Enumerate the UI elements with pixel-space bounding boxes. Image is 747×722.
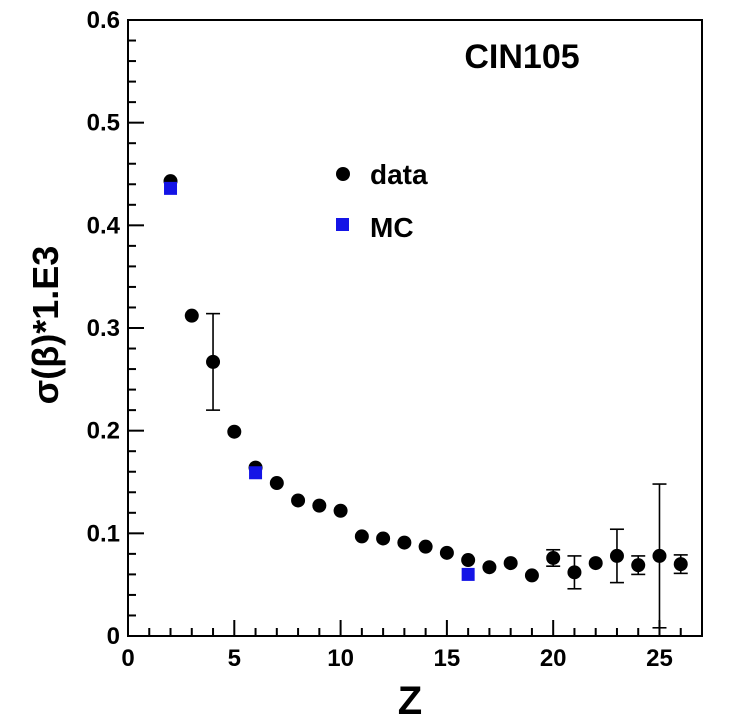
data-point [312,498,327,513]
y-tick-label: 0.5 [87,110,120,137]
data-point [631,558,646,573]
data-point [609,548,624,563]
data-point [354,529,369,544]
y-tick-label: 0.4 [87,212,121,239]
mc-point [249,466,263,480]
data-point [269,476,284,491]
x-tick-label: 20 [540,645,567,672]
axis-ticks: 0 5 10 15 20 25 0 0.1 0.2 0.3 0.4 0.5 0.6 [87,7,703,672]
legend-mc-marker [336,218,349,231]
data-point [588,556,603,571]
x-tick-label: 15 [434,645,461,672]
legend-data-marker [336,167,350,181]
data-point [227,424,242,439]
data-point [461,553,476,568]
plot-frame [127,19,703,637]
data-point [333,503,348,518]
data-point [439,545,454,560]
error-bars [206,312,688,629]
x-tick-label: 25 [646,645,673,672]
legend: data MC [336,159,428,243]
x-tick-label: 5 [228,645,241,672]
legend-data-label: data [370,159,428,190]
y-axis-title: σ(β)*1.E3 [25,246,66,405]
data-point [482,560,497,575]
data-point [652,548,667,563]
data-point [291,493,306,508]
mc-point [461,567,475,581]
mc-point [164,181,178,195]
data-point [206,354,221,369]
y-tick-label: 0 [107,623,120,650]
data-point [546,550,561,565]
data-point [418,539,433,554]
x-axis-title: Z [398,679,422,722]
data-point [376,531,391,546]
y-tick-label: 0.3 [87,315,120,342]
data-point [673,557,688,572]
y-tick-label: 0.6 [87,7,120,34]
data-point [567,565,582,580]
data-point [184,308,199,323]
y-tick-label: 0.2 [87,418,120,445]
data-point [397,535,412,550]
x-tick-label: 10 [327,645,354,672]
data-markers [163,174,688,583]
data-point [524,568,539,583]
x-tick-label: 0 [121,645,134,672]
chart-title: CIN105 [464,38,579,76]
data-point [503,556,518,571]
y-tick-label: 0.1 [87,520,120,547]
legend-mc-label: MC [370,212,414,243]
